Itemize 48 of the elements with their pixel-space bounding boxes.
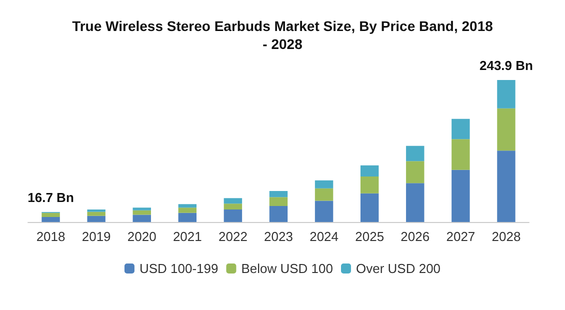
bar bbox=[360, 193, 379, 222]
bar bbox=[452, 139, 470, 170]
bar bbox=[87, 216, 106, 222]
x-tick-label: 2028 bbox=[492, 229, 521, 244]
legend-label: USD 100-199 bbox=[139, 261, 218, 276]
bar bbox=[42, 212, 60, 218]
bar bbox=[178, 212, 197, 222]
annotation: 16.7 Bn bbox=[28, 190, 74, 206]
bar bbox=[360, 165, 379, 177]
bar bbox=[497, 150, 516, 222]
x-tick-label: 2019 bbox=[82, 229, 111, 244]
bar bbox=[452, 170, 470, 222]
bar bbox=[314, 180, 334, 188]
bar bbox=[178, 208, 197, 213]
bar bbox=[269, 197, 288, 206]
bar bbox=[360, 176, 379, 194]
x-tick-label: 2025 bbox=[355, 229, 384, 244]
x-tick-label: 2027 bbox=[446, 229, 476, 244]
bar bbox=[132, 208, 151, 210]
bar bbox=[406, 183, 424, 222]
bar bbox=[452, 118, 470, 140]
bar bbox=[314, 200, 334, 222]
bar bbox=[269, 206, 288, 222]
x-tick-label: 2018 bbox=[36, 229, 66, 244]
bar bbox=[497, 80, 516, 108]
chart-title: True Wireless Stereo Earbuds Market Size, By Price Band, 2018 - 2028 bbox=[72, 18, 494, 52]
bar bbox=[314, 188, 334, 201]
x-tick-label: 2024 bbox=[310, 229, 339, 244]
legend-label: Below USD 100 bbox=[241, 261, 334, 276]
bar bbox=[224, 204, 242, 210]
bar bbox=[87, 212, 106, 216]
bar bbox=[406, 146, 424, 162]
bar bbox=[269, 191, 288, 198]
bar bbox=[42, 217, 60, 222]
bar bbox=[132, 214, 151, 222]
bar bbox=[224, 210, 242, 222]
x-tick-label: 2023 bbox=[264, 229, 293, 244]
x-tick-label: 2020 bbox=[127, 229, 156, 244]
bar bbox=[178, 204, 197, 208]
annotation: 243.9 Bn bbox=[479, 58, 534, 73]
bar bbox=[406, 161, 424, 184]
bar bbox=[497, 108, 516, 151]
legend-label: Over USD 200 bbox=[356, 261, 441, 276]
bar bbox=[224, 198, 242, 204]
x-tick-label: 2026 bbox=[400, 229, 430, 244]
x-tick-label: 2022 bbox=[218, 229, 248, 244]
bar bbox=[132, 210, 151, 215]
x-tick-label: 2021 bbox=[172, 229, 202, 244]
